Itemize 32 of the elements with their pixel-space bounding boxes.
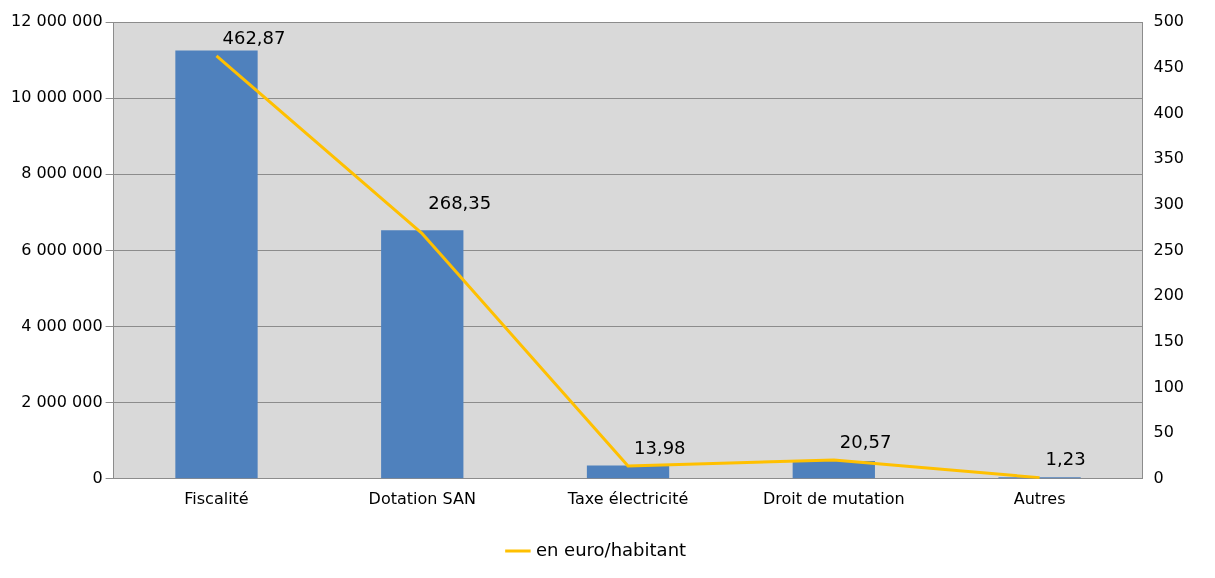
bar	[175, 50, 258, 479]
y2-tick-label: 50	[1153, 422, 1174, 442]
bar	[586, 465, 670, 479]
x-tick-label: Dotation SAN	[368, 488, 476, 508]
data-label: 20,57	[839, 430, 892, 452]
y2-tick-label: 150	[1153, 330, 1185, 350]
x-tick-label: Taxe électricité	[566, 488, 689, 508]
y2-tick-label: 250	[1153, 239, 1185, 259]
x-tick-label: Droit de mutation	[762, 488, 905, 508]
y2-tick-label: 0	[1153, 467, 1164, 487]
y-tick-label: 2 000 000	[21, 391, 103, 411]
y2-tick-label: 100	[1153, 376, 1185, 396]
y-tick-label: 4 000 000	[21, 315, 103, 335]
y2-tick-label: 500	[1153, 11, 1185, 31]
y-tick-label: 12 000 000	[11, 11, 103, 31]
y2-tick-label: 300	[1153, 193, 1185, 213]
y-tick-label: 6 000 000	[21, 239, 103, 259]
y-tick-label: 8 000 000	[21, 163, 103, 183]
x-tick-label: Fiscalité	[184, 488, 249, 508]
y-tick-label: 0	[92, 467, 103, 487]
data-label: 1,23	[1045, 448, 1086, 470]
y-tick-label: 10 000 000	[11, 87, 103, 107]
data-label: 462,87	[222, 26, 286, 48]
data-label: 13,98	[634, 436, 686, 458]
bar	[381, 230, 464, 479]
y2-tick-label: 350	[1153, 148, 1185, 168]
legend-label: en euro/habitant	[535, 538, 687, 560]
data-label: 268,35	[428, 192, 492, 214]
y2-tick-label: 200	[1153, 285, 1185, 305]
y2-tick-label: 400	[1153, 102, 1185, 122]
x-tick-label: Autres	[1013, 488, 1066, 508]
y2-tick-label: 450	[1153, 56, 1185, 76]
